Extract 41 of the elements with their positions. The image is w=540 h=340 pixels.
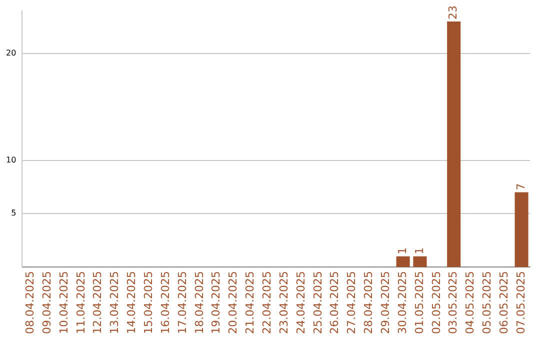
x-tick-label: 29.04.2025 <box>378 271 392 334</box>
y-tick-label: 5 <box>11 208 16 218</box>
x-tick-label: 13.04.2025 <box>108 271 122 334</box>
x-tick-label: 27.04.2025 <box>345 271 358 334</box>
x-tick-label: 28.04.2025 <box>362 271 376 334</box>
x-tick-label: 12.04.2025 <box>91 271 104 334</box>
x-tick-label: 30.04.2025 <box>396 271 409 334</box>
bar <box>396 256 410 268</box>
x-tick-label: 09.04.2025 <box>40 271 54 334</box>
y-tick-label: 10 <box>6 155 16 164</box>
x-tick-label: 10.04.2025 <box>57 271 70 334</box>
x-tick-label: 15.04.2025 <box>142 271 155 334</box>
x-tick-label: 07.05.2025 <box>514 271 528 334</box>
x-tick-label: 11.04.2025 <box>74 271 88 334</box>
x-tick-label: 26.04.2025 <box>328 271 342 334</box>
x-tick-label: 16.04.2025 <box>158 271 172 334</box>
x-tick-label: 19.04.2025 <box>210 271 223 334</box>
bar <box>514 192 528 268</box>
data-label: 1 <box>396 247 409 254</box>
bar <box>413 256 427 268</box>
x-tick-label: 25.04.2025 <box>311 271 324 334</box>
y-tick-label: 20 <box>6 48 16 58</box>
x-tick-label: 17.04.2025 <box>176 271 189 334</box>
x-tick-label: 18.04.2025 <box>192 271 206 334</box>
x-tick-label: 23.04.2025 <box>277 271 290 334</box>
bar <box>447 21 461 268</box>
x-tick-label: 24.04.2025 <box>294 271 308 334</box>
data-label: 7 <box>514 183 528 190</box>
data-label: 1 <box>412 247 426 254</box>
x-tick-label: 04.05.2025 <box>464 271 477 334</box>
x-tick-label: 02.05.2025 <box>430 271 443 334</box>
x-tick-label: 03.05.2025 <box>446 271 460 334</box>
x-tick-label: 08.04.2025 <box>24 271 37 334</box>
x-tick-label: 21.04.2025 <box>244 271 257 334</box>
data-label: 23 <box>446 5 460 20</box>
x-tick-label: 14.04.2025 <box>125 271 138 334</box>
x-tick-label: 20.04.2025 <box>226 271 240 334</box>
x-tick-label: 22.04.2025 <box>260 271 274 334</box>
x-tick-label: 05.05.2025 <box>480 271 494 334</box>
x-tick-label: 01.05.2025 <box>412 271 426 334</box>
x-tick-label: 06.05.2025 <box>497 271 510 334</box>
